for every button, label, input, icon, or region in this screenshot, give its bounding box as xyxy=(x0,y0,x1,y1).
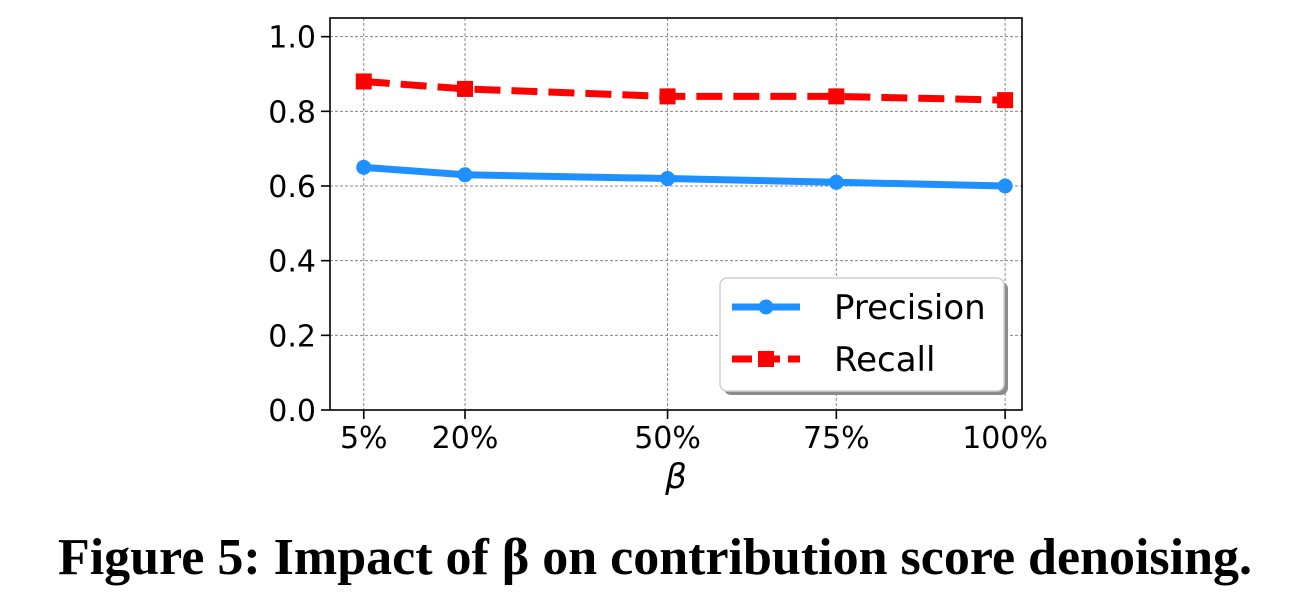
data-point-precision xyxy=(828,174,844,190)
data-point-recall xyxy=(828,88,845,105)
data-point-recall xyxy=(457,80,474,97)
legend-label-recall: Recall xyxy=(834,340,935,380)
x-tick-label: 50% xyxy=(634,421,701,456)
x-axis-label: β xyxy=(664,457,687,497)
y-tick-label: 0.0 xyxy=(268,394,316,429)
y-tick-label: 1.0 xyxy=(268,21,316,56)
x-tick-label: 20% xyxy=(432,421,499,456)
legend-marker-precision xyxy=(758,299,774,315)
data-point-recall xyxy=(997,92,1014,109)
y-tick-label: 0.2 xyxy=(268,319,316,354)
data-point-precision xyxy=(660,171,676,187)
data-point-recall xyxy=(659,88,676,105)
x-tick-label: 100% xyxy=(962,421,1048,456)
figure-caption: Figure 5: Impact of β on contribution sc… xyxy=(57,529,1253,586)
axis-ticks: 0.0 0.2 0.4 0.6 0.8 1.0 5% 20% 50% 75% 100% xyxy=(268,21,1048,456)
data-point-recall xyxy=(355,73,372,90)
data-point-precision xyxy=(356,159,372,175)
x-tick-label: 5% xyxy=(340,421,388,456)
line-chart: 0.0 0.2 0.4 0.6 0.8 1.0 5% 20% 50% 75% 100% β Prec… xyxy=(268,17,1048,497)
plot-area-frame xyxy=(329,17,1023,411)
series-lines xyxy=(355,73,1014,194)
data-point-precision xyxy=(997,178,1013,194)
y-tick-label: 0.8 xyxy=(268,95,316,130)
legend-label-precision: Precision xyxy=(834,288,986,328)
y-tick-label: 0.4 xyxy=(268,245,316,280)
x-tick-label: 75% xyxy=(803,421,870,456)
legend: Precision Recall xyxy=(719,277,1008,395)
legend-marker-recall xyxy=(758,351,774,367)
data-point-precision xyxy=(457,167,473,183)
y-tick-label: 0.6 xyxy=(268,170,316,205)
